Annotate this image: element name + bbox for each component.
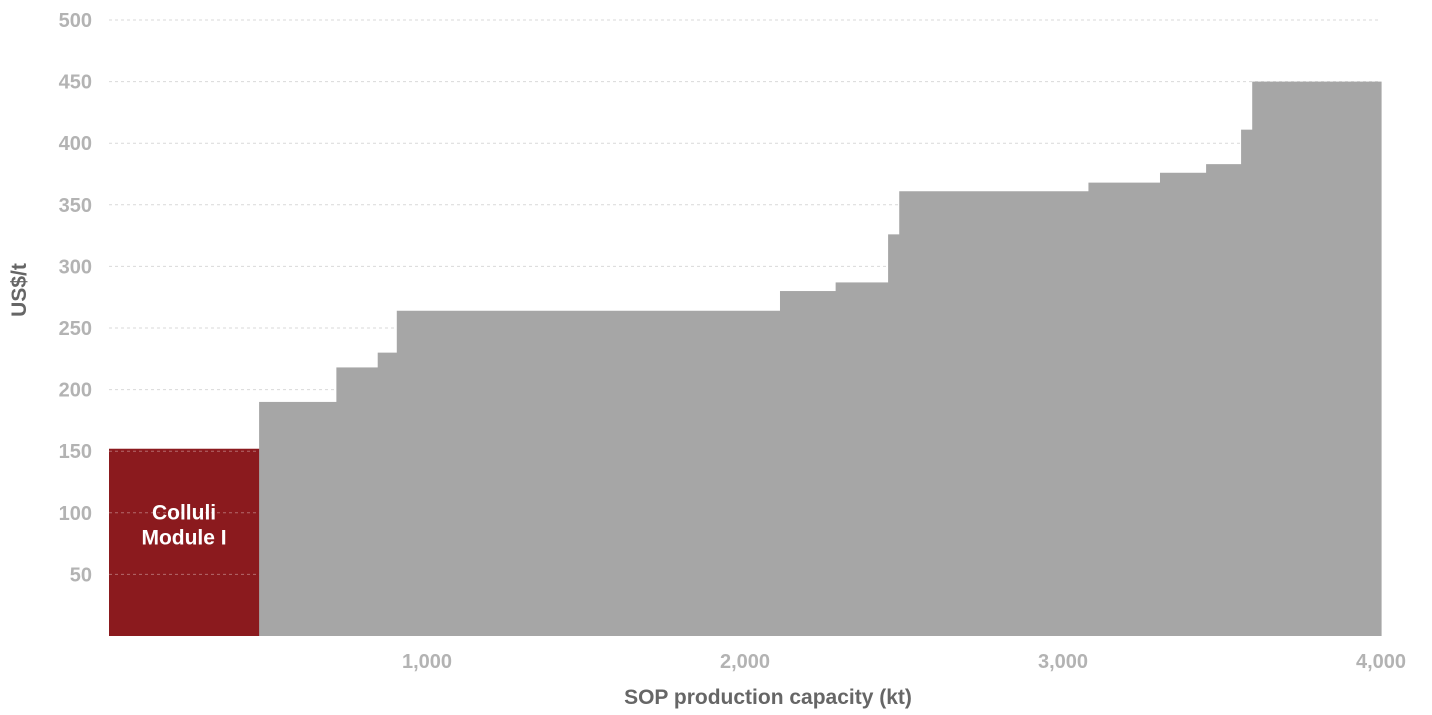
y-tick-label: 300 [59, 256, 92, 278]
x-axis-label: SOP production capacity (kt) [624, 686, 912, 709]
gridlines-over-highlight [109, 450, 260, 575]
x-tick-label: 1,000 [402, 651, 452, 673]
cost-bar [835, 282, 889, 636]
y-tick-label: 450 [59, 72, 92, 94]
highlight-label: Colluli [152, 502, 216, 525]
highlight-bar [109, 448, 260, 636]
cost-bar [377, 352, 398, 636]
cost-bar [259, 401, 337, 636]
cost-bar [888, 234, 900, 637]
y-tick-label: 350 [59, 195, 92, 217]
y-tick-label: 250 [59, 318, 92, 340]
x-axis-ticks: 1,000 2,000 3,000 4,000 [402, 651, 1406, 673]
y-tick-label: 200 [59, 380, 92, 402]
y-tick-label: 500 [59, 10, 92, 32]
cost-curve-bars [109, 81, 1382, 637]
cost-bar [1252, 81, 1382, 637]
cost-bar [396, 310, 781, 636]
highlight-label: Module I [141, 527, 226, 550]
cost-bar [899, 191, 1090, 637]
y-tick-label: 150 [59, 441, 92, 463]
cost-bar [1241, 129, 1253, 636]
cost-bar [336, 367, 379, 636]
cost-bar [1159, 172, 1207, 636]
y-tick-label: 100 [59, 503, 92, 525]
cost-bar [1206, 164, 1242, 637]
y-axis-label: US$/t [8, 263, 31, 317]
x-tick-label: 2,000 [720, 651, 770, 673]
x-tick-label: 3,000 [1038, 651, 1088, 673]
cost-bar [779, 291, 837, 636]
y-axis-ticks: 50 100 150 200 250 300 350 400 450 500 [59, 10, 92, 586]
y-tick-label: 50 [70, 564, 92, 586]
cost-bar [1088, 182, 1161, 636]
y-tick-label: 400 [59, 133, 92, 155]
x-tick-label: 4,000 [1356, 651, 1406, 673]
